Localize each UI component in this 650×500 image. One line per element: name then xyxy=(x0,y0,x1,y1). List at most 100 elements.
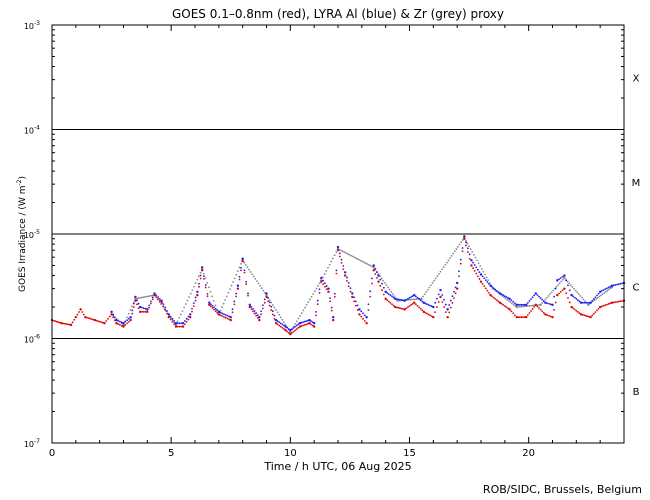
data-dot xyxy=(449,306,452,309)
data-dot xyxy=(561,275,564,278)
data-dot xyxy=(223,315,225,318)
data-dot xyxy=(554,287,557,290)
data-point xyxy=(498,301,502,304)
data-dot xyxy=(297,323,300,326)
data-point xyxy=(463,237,466,240)
data-dot xyxy=(194,282,197,285)
x-tick-label: 5 xyxy=(168,448,174,459)
data-dot xyxy=(621,300,624,302)
data-point xyxy=(551,315,554,319)
data-dot xyxy=(506,298,509,301)
data-dot xyxy=(354,304,357,307)
data-point xyxy=(241,259,244,263)
data-dot xyxy=(223,313,225,316)
data-dot xyxy=(246,266,249,269)
data-dot xyxy=(124,320,127,323)
data-point xyxy=(515,305,518,309)
data-dot xyxy=(492,296,495,299)
data-point xyxy=(200,266,204,269)
data-dot xyxy=(268,301,271,304)
data-dot xyxy=(476,275,479,278)
data-dot xyxy=(322,276,324,279)
data-point xyxy=(525,315,528,319)
data-dot xyxy=(311,321,314,324)
data-dot xyxy=(519,305,521,308)
data-dot xyxy=(444,311,447,314)
data-point xyxy=(236,284,240,287)
data-dot xyxy=(338,252,341,255)
data-dot xyxy=(207,286,210,289)
data-point xyxy=(589,315,592,319)
data-dot xyxy=(286,330,289,333)
data-point xyxy=(332,315,335,319)
data-dot xyxy=(483,285,486,288)
data-dot xyxy=(349,290,352,293)
data-dot xyxy=(127,320,130,323)
data-point xyxy=(289,329,292,332)
data-dot xyxy=(176,325,179,328)
x-tick-label: 20 xyxy=(522,448,535,459)
data-dot xyxy=(450,254,453,257)
data-dot xyxy=(572,295,575,298)
data-dot xyxy=(353,256,356,259)
data-point xyxy=(274,322,278,325)
data-point xyxy=(570,305,573,309)
data-dot xyxy=(363,320,366,322)
data-dot xyxy=(251,273,254,276)
data-dot xyxy=(140,296,143,299)
data-dot xyxy=(252,275,255,278)
data-dot xyxy=(333,292,336,295)
data-dot xyxy=(507,307,509,310)
data-point xyxy=(365,322,368,325)
data-dot xyxy=(400,299,403,301)
data-dot xyxy=(421,309,424,312)
data-point xyxy=(60,322,63,325)
data-point xyxy=(248,303,252,307)
data-dot xyxy=(141,310,143,313)
data-dot xyxy=(434,277,437,280)
data-dot xyxy=(255,314,258,317)
data-dot xyxy=(276,320,279,323)
data-dot xyxy=(528,312,531,314)
data-dot xyxy=(311,324,314,327)
data-dot xyxy=(198,285,200,288)
data-dot xyxy=(131,309,134,312)
data-dot xyxy=(461,247,464,249)
data-dot xyxy=(389,302,392,304)
data-dot xyxy=(542,300,545,303)
data-dot xyxy=(484,287,487,290)
y-axis-label-main: GOES Irradiance / (W m xyxy=(18,186,28,292)
data-point xyxy=(377,280,380,283)
data-dot xyxy=(600,294,602,297)
data-dot xyxy=(316,299,319,302)
data-dot xyxy=(447,259,450,262)
data-dot xyxy=(536,294,539,296)
data-point xyxy=(174,323,178,327)
data-dot xyxy=(340,249,343,252)
data-point xyxy=(181,322,185,325)
data-dot xyxy=(492,287,495,290)
data-dot xyxy=(522,316,525,319)
data-dot xyxy=(381,289,383,292)
data-dot xyxy=(454,286,457,289)
class-lines xyxy=(52,129,624,339)
data-dot xyxy=(136,303,138,306)
data-dot xyxy=(267,300,269,303)
data-dot xyxy=(305,320,308,323)
data-dot xyxy=(209,305,212,308)
data-dot xyxy=(243,261,246,264)
data-dot xyxy=(279,316,282,319)
data-dot xyxy=(441,268,443,271)
data-dot xyxy=(255,312,258,314)
data-dot xyxy=(600,290,603,292)
data-dot xyxy=(523,305,526,308)
data-dot xyxy=(318,288,321,291)
data-dot xyxy=(202,272,205,275)
data-dot xyxy=(604,290,607,293)
data-dot xyxy=(235,295,238,298)
data-dot xyxy=(414,295,417,298)
data-dot xyxy=(408,297,411,299)
data-point xyxy=(432,315,435,319)
data-point xyxy=(422,310,425,314)
data-dot xyxy=(429,304,432,307)
